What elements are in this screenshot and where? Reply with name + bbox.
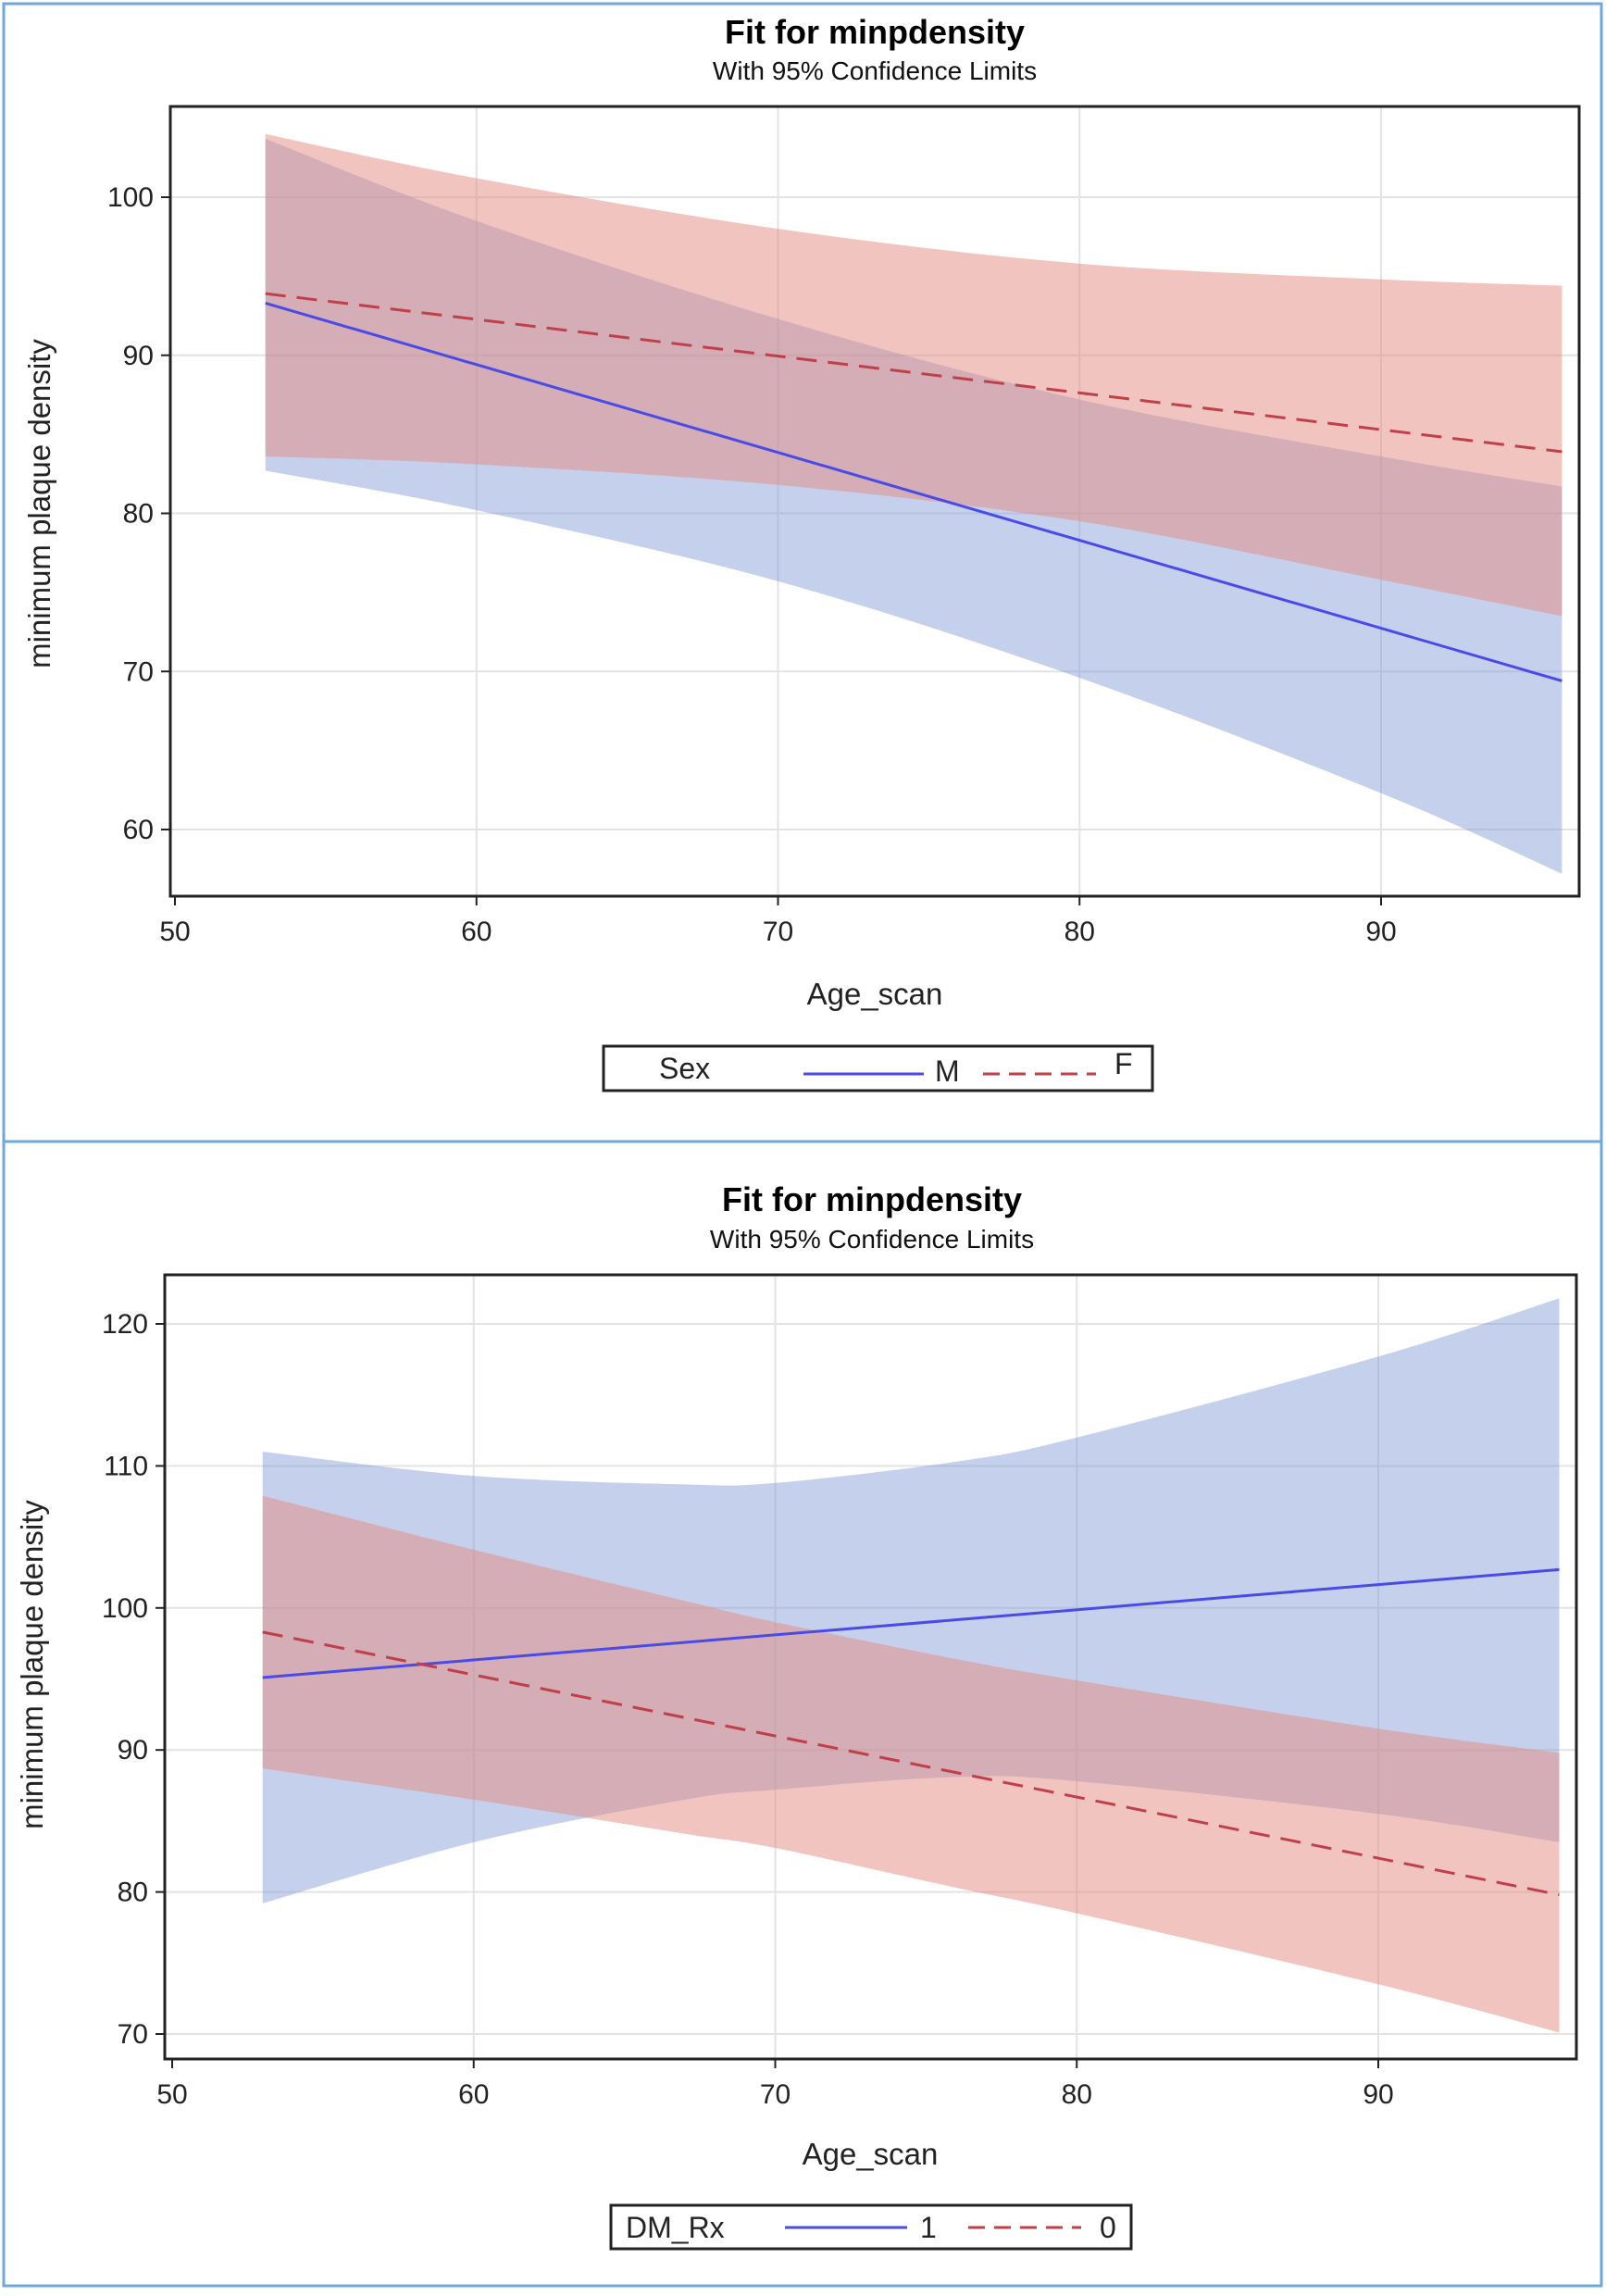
legend: Sex M F (602, 1044, 1154, 1092)
x-tick-label: 70 (760, 2079, 791, 2110)
chart-subtitle: With 95% Confidence Limits (710, 1225, 1034, 1254)
x-tick-label: 70 (763, 917, 793, 947)
x-tick-label: 60 (461, 917, 492, 947)
legend-label-f: F (1114, 1047, 1133, 1080)
x-tick-label: 80 (1064, 917, 1095, 947)
legend-label-0: 0 (1100, 2211, 1116, 2244)
y-tick-label: 60 (123, 815, 154, 845)
y-tick-label: 80 (123, 499, 154, 530)
x-tick-label: 90 (1363, 2079, 1393, 2110)
plot-area (168, 105, 1581, 898)
legend-label-m: M (935, 1054, 960, 1088)
plot-frame (168, 105, 1581, 898)
y-axis-label: minimum plaque density (22, 339, 56, 668)
legend-title: Sex (659, 1052, 710, 1085)
x-axis-label: Age_scan (807, 977, 943, 1011)
x-tick-label: 50 (159, 917, 190, 947)
y-tick-label: 120 (102, 1309, 148, 1340)
y-tick-label: 90 (123, 341, 154, 371)
x-tick-label: 80 (1062, 2079, 1092, 2110)
x-tick-label: 90 (1365, 917, 1396, 947)
fit-line-M (265, 301, 1562, 682)
chart-title: Fit for minpdensity (725, 13, 1025, 51)
legend-title: DM_Rx (626, 2211, 725, 2244)
x-tick-label: 50 (156, 2079, 187, 2110)
y-axis-label: minimum plaque density (15, 1500, 49, 1829)
legend-box (602, 1044, 1154, 1092)
y-tick-label: 70 (123, 656, 154, 687)
y-tick-label: 110 (104, 1451, 148, 1481)
chart-panel-dm-rx: Fit for minpdensity With 95% Confidence … (2, 1140, 1603, 2288)
chart-title: Fit for minpdensity (722, 1180, 1022, 1218)
y-tick-label: 80 (118, 1878, 148, 1908)
legend: DM_Rx 1 0 (609, 2203, 1133, 2251)
y-tick-label: 100 (107, 182, 154, 213)
legend-label-1: 1 (920, 2211, 937, 2244)
x-axis-label: Age_scan (803, 2137, 939, 2171)
y-tick-label: 90 (118, 1735, 148, 1766)
plot-area (163, 1273, 1578, 2061)
chart-panel-sex: Fit for minpdensity With 95% Confidence … (2, 2, 1603, 1146)
plot-frame (163, 1273, 1578, 2061)
fit-line-0 (262, 1630, 1560, 1897)
fit-line-1 (262, 1567, 1560, 1679)
y-tick-label: 70 (118, 2019, 148, 2050)
confidence-band-F (265, 133, 1562, 617)
y-tick-label: 100 (102, 1593, 148, 1624)
fit-line-F (265, 292, 1562, 454)
chart-subtitle: With 95% Confidence Limits (713, 56, 1037, 85)
x-tick-label: 60 (458, 2079, 489, 2110)
